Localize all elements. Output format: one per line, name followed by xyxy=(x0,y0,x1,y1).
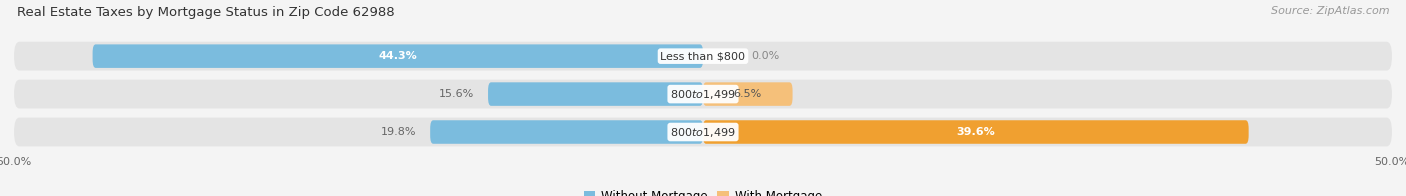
FancyBboxPatch shape xyxy=(488,82,703,106)
FancyBboxPatch shape xyxy=(430,120,703,144)
FancyBboxPatch shape xyxy=(14,80,1392,109)
FancyBboxPatch shape xyxy=(703,120,1249,144)
Text: 15.6%: 15.6% xyxy=(439,89,474,99)
FancyBboxPatch shape xyxy=(93,44,703,68)
FancyBboxPatch shape xyxy=(703,82,793,106)
Text: Real Estate Taxes by Mortgage Status in Zip Code 62988: Real Estate Taxes by Mortgage Status in … xyxy=(17,6,395,19)
Legend: Without Mortgage, With Mortgage: Without Mortgage, With Mortgage xyxy=(579,186,827,196)
FancyBboxPatch shape xyxy=(14,42,1392,71)
FancyBboxPatch shape xyxy=(14,118,1392,146)
Text: $800 to $1,499: $800 to $1,499 xyxy=(671,88,735,101)
Text: 0.0%: 0.0% xyxy=(751,51,779,61)
Text: Source: ZipAtlas.com: Source: ZipAtlas.com xyxy=(1271,6,1389,16)
Text: 6.5%: 6.5% xyxy=(734,89,762,99)
Text: 39.6%: 39.6% xyxy=(956,127,995,137)
Text: 44.3%: 44.3% xyxy=(378,51,418,61)
Text: 19.8%: 19.8% xyxy=(381,127,416,137)
Text: Less than $800: Less than $800 xyxy=(661,51,745,61)
Text: $800 to $1,499: $800 to $1,499 xyxy=(671,125,735,139)
